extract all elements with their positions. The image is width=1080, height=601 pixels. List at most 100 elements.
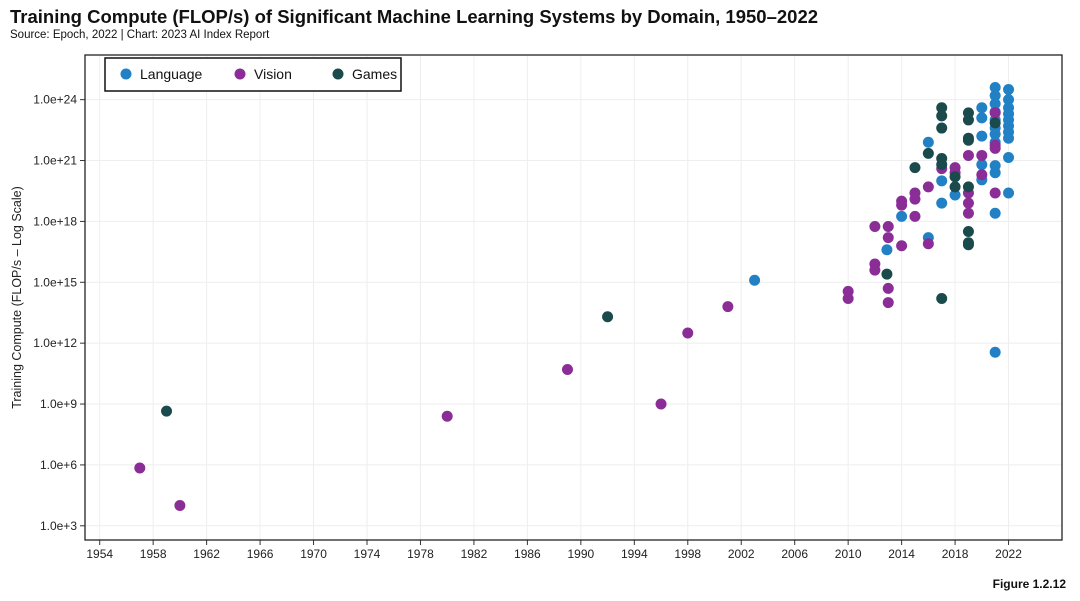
legend-label-games: Games — [352, 66, 397, 82]
x-tick-label: 2010 — [835, 547, 862, 561]
data-point-games — [936, 293, 948, 305]
data-point-language — [936, 197, 948, 209]
x-tick-label: 2014 — [888, 547, 915, 561]
data-point-vision — [174, 500, 186, 512]
y-tick-label: 1.0e+3 — [40, 519, 77, 533]
data-point-vision — [989, 107, 1001, 119]
data-point-language — [989, 90, 1001, 102]
data-point-games — [881, 268, 893, 280]
data-point-language — [749, 274, 761, 286]
x-tick-label: 1978 — [407, 547, 434, 561]
data-point-vision — [909, 210, 921, 222]
data-point-vision — [962, 207, 974, 219]
data-point-games — [936, 159, 948, 171]
data-point-vision — [134, 462, 146, 474]
x-tick-label: 1970 — [300, 547, 327, 561]
chart-subtitle: Source: Epoch, 2022 | Chart: 2023 AI Ind… — [10, 29, 270, 41]
y-tick-label: 1.0e+9 — [40, 397, 77, 411]
legend-box — [104, 57, 402, 92]
data-point-language — [989, 98, 1001, 110]
chart-title: Training Compute (FLOP/s) of Significant… — [10, 6, 819, 27]
y-tick-label: 1.0e+21 — [33, 154, 77, 168]
data-point-games — [949, 181, 961, 193]
data-point-language — [976, 102, 988, 114]
data-point-games — [602, 311, 614, 323]
data-point-vision — [989, 142, 1001, 154]
data-point-language — [922, 136, 934, 148]
x-tick-label: 1982 — [461, 547, 488, 561]
data-point-language — [881, 244, 893, 256]
data-point-vision — [909, 193, 921, 205]
data-point-language — [896, 210, 908, 222]
data-point-vision — [869, 264, 881, 276]
data-point-vision — [882, 282, 894, 294]
data-point-vision — [962, 149, 974, 161]
data-point-games — [962, 134, 974, 146]
data-point-language — [1003, 83, 1015, 95]
data-point-games — [909, 162, 921, 174]
x-tick-label: 1958 — [140, 547, 167, 561]
data-point-language — [989, 207, 1001, 219]
data-point-games — [962, 114, 974, 126]
data-point-language — [989, 167, 1001, 179]
data-point-vision — [882, 297, 894, 309]
legend-marker-vision — [234, 68, 246, 80]
data-point-games — [161, 405, 173, 417]
x-tick-label: 2002 — [728, 547, 755, 561]
data-point-games — [989, 117, 1001, 129]
y-tick-label: 1.0e+12 — [33, 336, 77, 350]
data-point-language — [949, 189, 961, 201]
data-point-language — [976, 159, 988, 171]
data-point-vision — [976, 149, 988, 161]
x-tick-label: 1998 — [674, 547, 701, 561]
data-point-vision — [842, 293, 854, 305]
y-tick-label: 1.0e+24 — [33, 93, 77, 107]
legend: Language Vision Games — [104, 57, 402, 92]
data-point-games — [936, 110, 948, 122]
data-point-games — [949, 171, 961, 183]
data-point-vision — [441, 410, 453, 422]
data-point-vision — [655, 398, 667, 410]
data-point-language — [1003, 94, 1015, 106]
data-point-games — [936, 102, 948, 114]
data-point-vision — [922, 238, 934, 250]
x-tick-label: 1954 — [86, 547, 113, 561]
data-point-vision — [922, 181, 934, 193]
data-point-vision — [976, 169, 988, 181]
figure-label: Figure 1.2.12 — [992, 577, 1066, 591]
data-point-vision — [722, 301, 734, 313]
data-point-language — [989, 81, 1001, 93]
data-point-vision — [882, 232, 894, 244]
data-point-language — [1003, 187, 1015, 199]
data-point-vision — [896, 199, 908, 211]
data-point-vision — [882, 220, 894, 232]
data-point-vision — [962, 197, 974, 209]
y-tick-label: 1.0e+18 — [33, 214, 77, 228]
data-point-games — [922, 147, 934, 159]
y-tick-label: 1.0e+6 — [40, 458, 77, 472]
x-tick-label: 2018 — [942, 547, 969, 561]
data-point-vision — [682, 327, 694, 339]
data-point-vision — [989, 187, 1001, 199]
x-tick-label: 1966 — [247, 547, 274, 561]
plot-frame — [84, 54, 1063, 541]
data-point-vision — [869, 220, 881, 232]
legend-label-vision: Vision — [254, 66, 292, 82]
data-point-language — [976, 130, 988, 142]
x-tick-label: 1974 — [354, 547, 381, 561]
data-point-games — [962, 239, 974, 251]
data-point-games — [962, 181, 974, 193]
data-point-games — [962, 226, 974, 238]
y-axis-label: Training Compute (FLOP/s – Log Scale) — [10, 186, 24, 409]
data-point-language — [1003, 151, 1015, 163]
data-point-vision — [896, 240, 908, 252]
data-point-language — [1003, 132, 1015, 144]
data-point-language — [976, 112, 988, 124]
data-point-games — [936, 122, 948, 134]
legend-label-language: Language — [140, 66, 203, 82]
legend-marker-language — [120, 68, 132, 80]
legend-marker-games — [332, 68, 344, 80]
x-tick-label: 2022 — [995, 547, 1022, 561]
x-tick-label: 1994 — [621, 547, 648, 561]
